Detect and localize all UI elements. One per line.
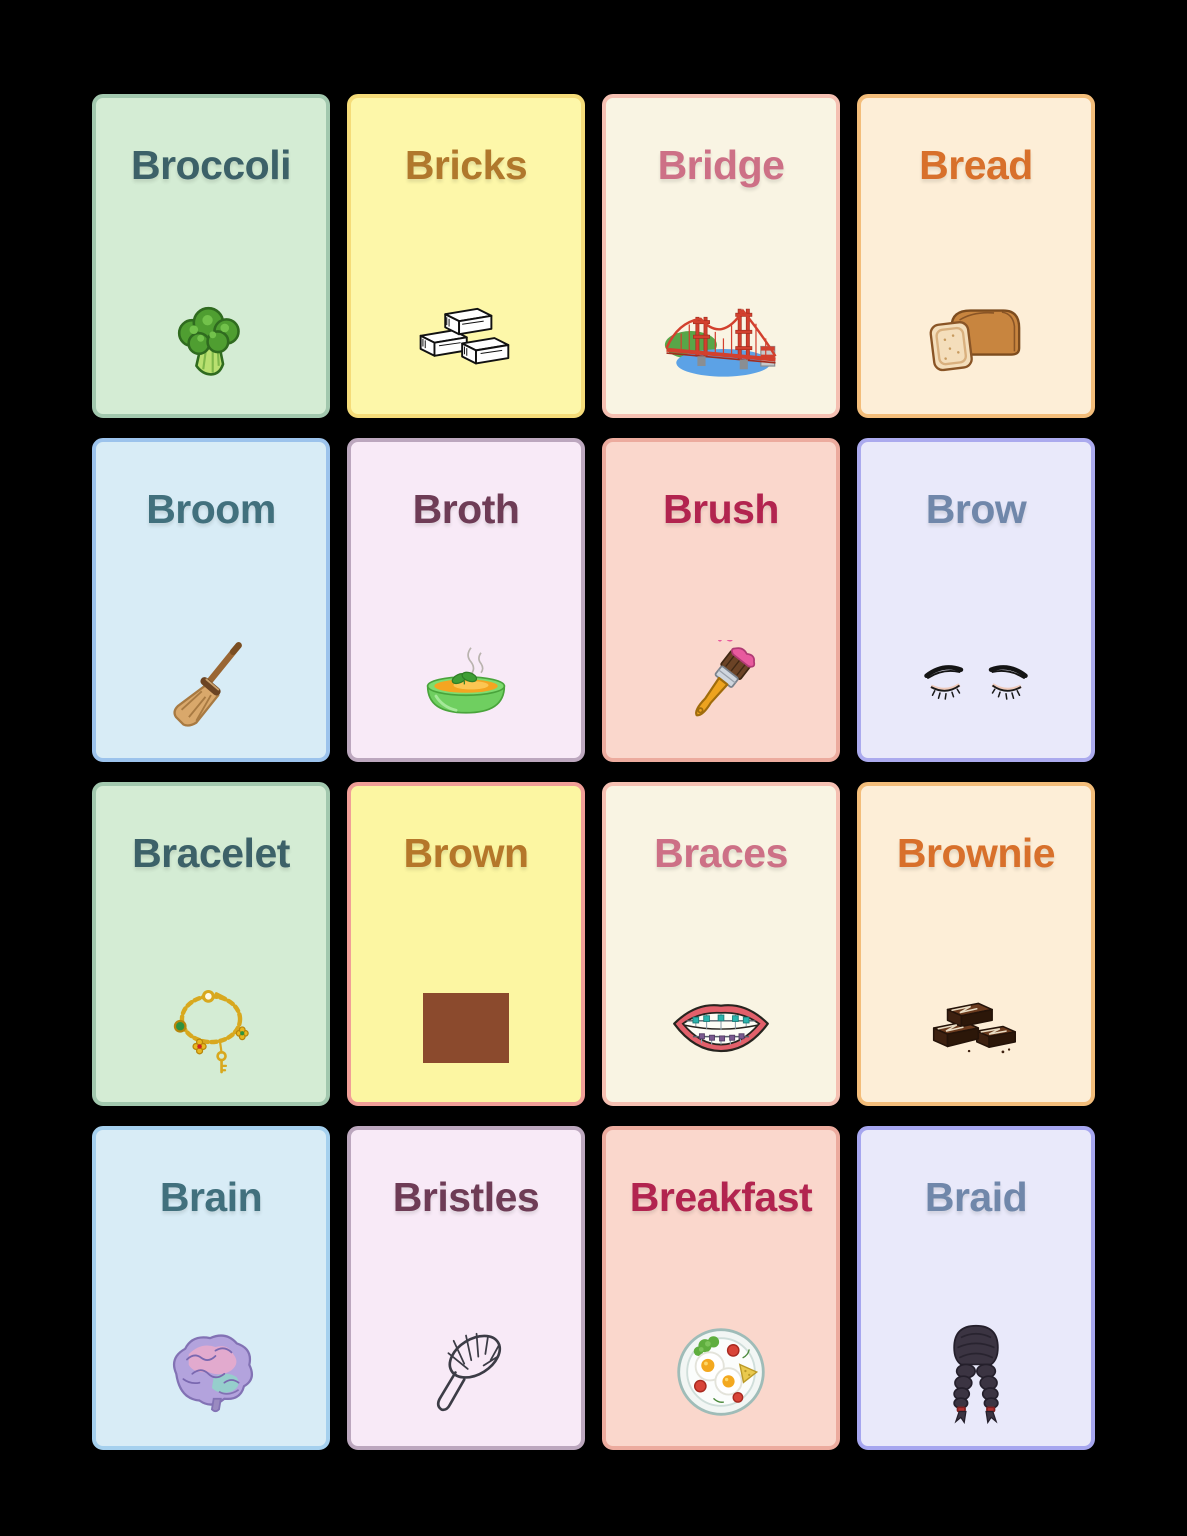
card-word: Bridge — [657, 142, 785, 188]
card-bristles: Bristles — [347, 1126, 585, 1450]
broccoli-icon — [177, 306, 240, 376]
card-braid: Braid — [857, 1126, 1095, 1450]
card-broth: Broth — [347, 438, 585, 762]
card-word: Bracelet — [132, 830, 290, 876]
card-braces: Braces — [602, 782, 840, 1106]
card-word: Brush — [663, 486, 779, 532]
card-word: Bristles — [392, 1174, 540, 1220]
card-word: Broccoli — [130, 142, 292, 188]
card-word: Braid — [924, 1174, 1028, 1220]
card-illustration — [351, 976, 581, 1080]
card-word: Breakfast — [629, 1174, 813, 1220]
card-word: Brow — [925, 486, 1027, 532]
card-illustration — [96, 976, 326, 1080]
card-word: Braces — [654, 830, 788, 876]
card-bread: Bread — [857, 94, 1095, 418]
card-illustration — [606, 288, 836, 392]
brownie-icon — [932, 1002, 1016, 1054]
card-broccoli: Broccoli — [92, 94, 330, 418]
card-brownie: Brownie — [857, 782, 1095, 1106]
card-brush: Brush — [602, 438, 840, 762]
brush-icon — [695, 640, 756, 717]
card-illustration — [351, 1320, 581, 1424]
card-brown: Brown — [347, 782, 585, 1106]
card-breakfast: Breakfast — [602, 1126, 840, 1450]
broth-icon — [426, 647, 506, 714]
card-word: Brown — [403, 830, 529, 876]
bricks-icon — [419, 307, 510, 365]
bread-icon — [929, 309, 1021, 372]
card-illustration — [351, 632, 581, 736]
card-illustration — [96, 632, 326, 736]
card-bricks: Bricks — [347, 94, 585, 418]
card-word: Broth — [412, 486, 520, 532]
braces-icon — [673, 1004, 769, 1053]
card-illustration — [351, 288, 581, 392]
brain-icon — [173, 1334, 254, 1413]
card-brain: Brain — [92, 1126, 330, 1450]
card-illustration — [96, 1320, 326, 1424]
card-illustration — [606, 976, 836, 1080]
card-illustration — [861, 1320, 1091, 1425]
card-illustration — [606, 1320, 836, 1424]
card-broom: Broom — [92, 438, 330, 762]
card-illustration — [606, 632, 836, 736]
brown-swatch — [423, 993, 509, 1063]
brow-icon — [924, 659, 1036, 709]
bridge-icon — [664, 308, 777, 377]
card-illustration — [861, 288, 1091, 392]
bristles-icon — [436, 1332, 502, 1411]
braid-icon — [953, 1324, 999, 1425]
card-illustration — [861, 632, 1091, 736]
card-word: Bricks — [404, 142, 528, 188]
card-bracelet: Bracelet — [92, 782, 330, 1106]
card-brow: Brow — [857, 438, 1095, 762]
card-word: Brain — [159, 1174, 263, 1220]
card-illustration — [96, 288, 326, 392]
broom-icon — [173, 642, 242, 727]
card-word: Brownie — [896, 830, 1056, 876]
breakfast-icon — [677, 1328, 765, 1416]
card-word: Broom — [146, 486, 276, 532]
bracelet-icon — [173, 989, 249, 1074]
card-illustration — [861, 976, 1091, 1080]
card-bridge: Bridge — [602, 94, 840, 418]
card-word: Bread — [919, 142, 1033, 188]
